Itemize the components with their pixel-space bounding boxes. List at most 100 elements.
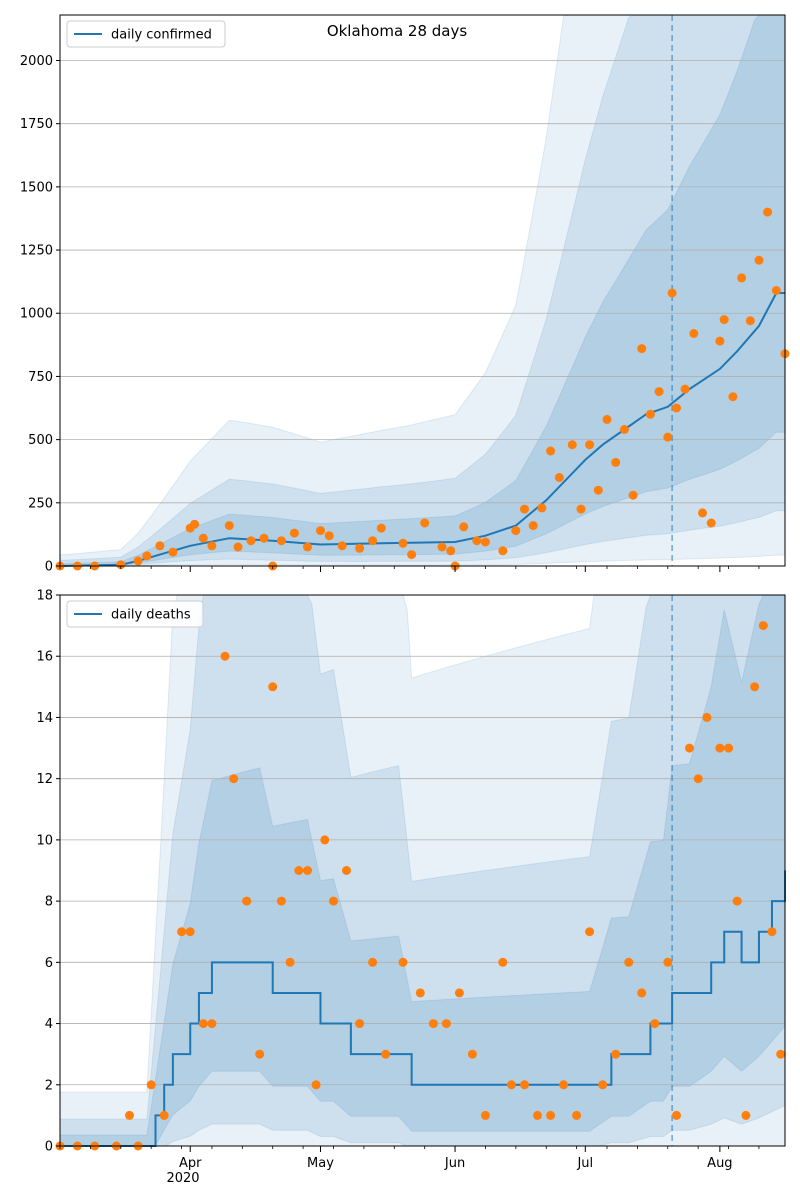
deaths-observed-point <box>724 743 734 753</box>
cases-observed-point <box>133 556 143 566</box>
deaths-observed-point <box>767 927 777 937</box>
cases-observed-point <box>246 536 256 546</box>
cases-y-tick-label: 1750 <box>20 117 53 132</box>
cases-observed-point <box>554 473 564 482</box>
deaths-observed-point <box>415 988 425 998</box>
cases-uncertainty-bands <box>59 14 786 567</box>
deaths-panel: 0 2 4 6 8 10 12 14 16 18 Apr May Jun Jul Aug daily de… <box>36 589 786 1186</box>
chart-title: Oklahoma 28 days <box>327 22 468 40</box>
deaths-observed-point <box>741 1110 751 1120</box>
cases-observed-point <box>437 542 447 552</box>
deaths-observed-point <box>207 1019 217 1029</box>
deaths-observed-point <box>715 743 725 753</box>
cases-observed-point <box>446 546 456 556</box>
deaths-observed-point <box>454 988 464 998</box>
cases-observed-point <box>728 392 738 402</box>
deaths-observed-point <box>650 1019 660 1029</box>
deaths-observed-point <box>294 866 304 875</box>
cases-x-ticks <box>59 566 760 572</box>
deaths-y-ticks: 0 2 4 6 8 10 12 14 16 18 <box>36 589 60 1155</box>
cases-observed-point <box>224 521 234 531</box>
cases-observed-point <box>706 518 716 528</box>
cases-observed-point <box>398 538 408 548</box>
deaths-observed-point <box>329 896 338 906</box>
cases-y-tick-label: 2000 <box>20 54 53 69</box>
cases-observed-point <box>528 521 538 531</box>
deaths-observed-point <box>185 927 195 937</box>
cases-observed-point <box>546 446 556 456</box>
deaths-observed-point <box>598 1080 608 1090</box>
cases-observed-point <box>602 414 612 424</box>
cases-legend: daily confirmed <box>66 20 226 48</box>
deaths-observed-point <box>276 896 286 906</box>
cases-observed-point <box>116 560 126 570</box>
cases-observed-point <box>593 485 603 495</box>
deaths-x-tick-label: Apr <box>179 1156 202 1171</box>
deaths-observed-point <box>177 927 187 937</box>
deaths-uncertainty-bands <box>59 594 786 1147</box>
deaths-observed-point <box>441 1019 451 1029</box>
deaths-observed-point <box>776 1049 786 1059</box>
cases-y-tick-label: 500 <box>28 433 53 448</box>
cases-observed-point <box>680 384 690 394</box>
cases-y-tick-label: 250 <box>28 496 53 511</box>
cases-observed-point <box>537 503 547 513</box>
deaths-y-tick-label: 14 <box>36 711 53 726</box>
deaths-observed-point <box>220 651 230 661</box>
cases-observed-point <box>628 490 638 500</box>
deaths-y-tick-label: 2 <box>45 1078 53 1093</box>
cases-observed-point <box>689 329 699 338</box>
cases-observed-point <box>480 537 490 547</box>
deaths-observed-point <box>303 866 312 875</box>
cases-observed-point <box>637 344 647 354</box>
deaths-legend-label: daily deaths <box>111 608 191 623</box>
cases-observed-point <box>698 508 707 518</box>
cases-observed-point <box>316 526 325 536</box>
cases-observed-point <box>654 387 664 397</box>
deaths-observed-point <box>198 1019 208 1029</box>
cases-observed-point <box>576 504 586 514</box>
cases-observed-point <box>376 523 386 533</box>
deaths-observed-point <box>693 774 703 784</box>
cases-median-line <box>59 292 785 567</box>
cases-observed-point <box>771 286 781 295</box>
cases-observed-point <box>142 551 152 561</box>
deaths-y-tick-label: 4 <box>45 1017 53 1032</box>
deaths-observed-point <box>342 866 351 875</box>
cases-observed-point <box>276 536 286 546</box>
deaths-observed-point <box>285 957 295 967</box>
deaths-observed-point <box>758 621 768 631</box>
deaths-observed-point <box>398 957 408 967</box>
cases-observed-point <box>368 536 378 546</box>
cases-legend-box <box>66 20 226 48</box>
deaths-observed-point <box>125 1110 134 1120</box>
deaths-observed-point <box>663 957 673 967</box>
deaths-observed-point <box>320 835 330 845</box>
deaths-observed-point <box>255 1049 265 1059</box>
cases-observed-point <box>233 542 243 552</box>
deaths-legend: daily deaths <box>66 600 204 628</box>
cases-observed-point <box>355 543 365 553</box>
deaths-x-tick-label: Aug <box>707 1156 732 1171</box>
cases-observed-point <box>715 336 725 346</box>
cases-y-tick-label: 0 <box>45 560 53 575</box>
cases-observed-point <box>168 547 178 557</box>
deaths-observed-point <box>685 743 694 753</box>
cases-marks <box>55 15 790 571</box>
cases-y-tick-label: 1250 <box>20 244 53 259</box>
deaths-observed-point <box>732 896 742 906</box>
deaths-x-tick-label: Jun <box>444 1156 465 1171</box>
deaths-observed-point <box>585 927 595 937</box>
deaths-x-tick-label: Jul <box>576 1156 593 1171</box>
deaths-y-tick-label: 12 <box>36 772 53 787</box>
cases-observed-point <box>498 546 508 556</box>
cases-y-tick-label: 1500 <box>20 180 53 195</box>
deaths-observed-point <box>546 1110 556 1120</box>
deaths-y-tick-label: 16 <box>36 650 53 665</box>
deaths-observed-point <box>311 1080 321 1090</box>
deaths-observed-point <box>750 682 760 692</box>
deaths-observed-point <box>146 1080 156 1090</box>
cases-axes-frame <box>59 14 786 567</box>
deaths-legend-box <box>66 600 204 628</box>
